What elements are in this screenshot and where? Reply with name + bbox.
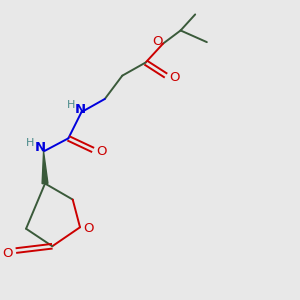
Text: O: O: [96, 145, 106, 158]
Text: N: N: [74, 103, 86, 116]
Text: O: O: [83, 222, 93, 235]
Text: N: N: [34, 142, 46, 154]
Text: O: O: [2, 247, 13, 260]
Text: H: H: [67, 100, 75, 110]
Text: O: O: [169, 70, 179, 84]
Polygon shape: [42, 152, 48, 184]
Text: H: H: [26, 138, 34, 148]
Text: O: O: [153, 35, 163, 48]
